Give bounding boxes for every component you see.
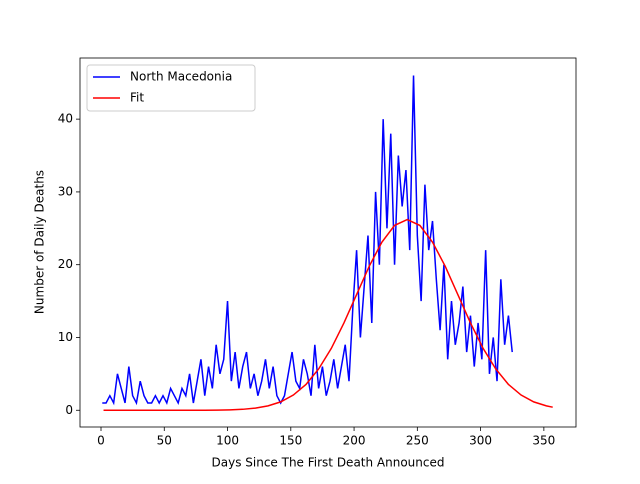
legend-label: North Macedonia [130,70,232,84]
y-tick-label: 20 [58,257,73,271]
y-tick-label: 40 [58,112,73,126]
y-tick-label: 10 [58,330,73,344]
legend-label: Fit [130,91,144,105]
plot-frame [79,57,577,428]
y-tick-label: 30 [58,184,73,198]
legend-box [86,64,256,112]
x-tick-label: 300 [469,434,492,448]
x-tick-label: 0 [97,434,105,448]
x-tick-label: 350 [532,434,555,448]
x-axis-label: Days Since The First Death Announced [212,456,445,470]
x-tick-label: 50 [157,434,172,448]
x-tick-label: 150 [279,434,302,448]
x-tick-label: 100 [216,434,239,448]
line [102,75,513,406]
line [103,218,553,412]
y-tick-label: 0 [65,403,73,417]
x-tick-label: 250 [406,434,429,448]
x-tick-label: 200 [343,434,366,448]
y-axis-label: Number of Daily Deaths [33,170,47,314]
